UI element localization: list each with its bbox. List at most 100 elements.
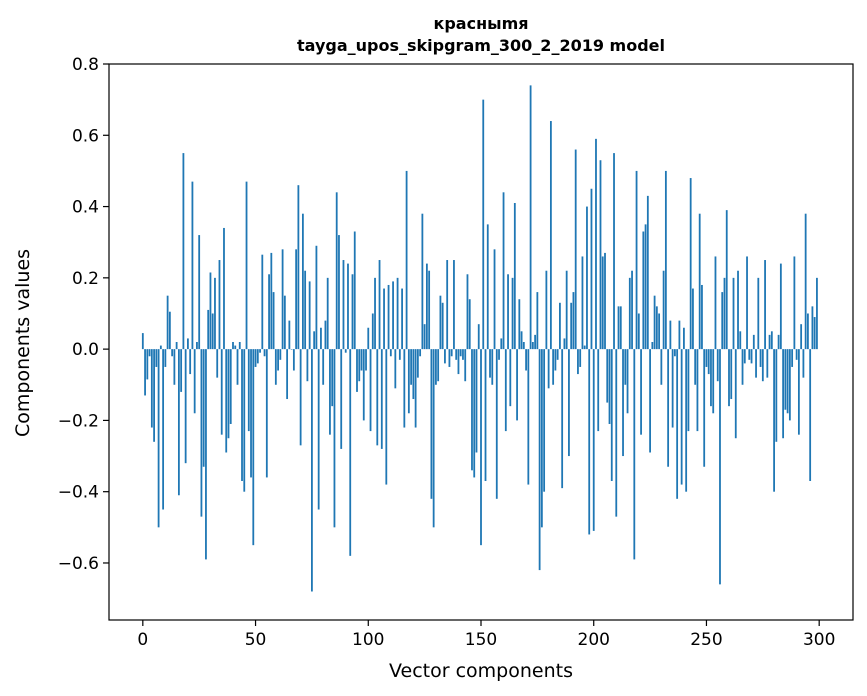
bar-157 bbox=[495, 349, 498, 499]
bar-194 bbox=[579, 349, 582, 367]
bar-122 bbox=[416, 349, 419, 378]
bar-40 bbox=[232, 342, 234, 350]
bar-252 bbox=[710, 349, 712, 407]
bar-134 bbox=[444, 349, 446, 364]
bar-119 bbox=[410, 349, 413, 385]
bar-132 bbox=[439, 295, 442, 350]
bar-74 bbox=[308, 281, 311, 350]
bar-91 bbox=[347, 263, 349, 350]
bar-287 bbox=[788, 349, 791, 421]
bar-25 bbox=[198, 235, 201, 350]
bar-9 bbox=[162, 349, 165, 510]
bar-73 bbox=[306, 349, 309, 382]
bar-188 bbox=[565, 270, 568, 350]
bar-41 bbox=[234, 345, 237, 350]
bar-185 bbox=[559, 302, 561, 350]
bar-173 bbox=[531, 342, 534, 350]
bar-59 bbox=[274, 349, 277, 385]
bar-46 bbox=[245, 181, 248, 350]
bar-272 bbox=[755, 349, 757, 378]
bar-78 bbox=[317, 349, 320, 510]
bar-54 bbox=[263, 349, 266, 357]
bar-237 bbox=[676, 349, 679, 499]
bar-47 bbox=[247, 349, 250, 432]
bar-71 bbox=[301, 213, 304, 350]
bar-10 bbox=[164, 349, 167, 367]
bar-192 bbox=[574, 149, 577, 350]
bar-261 bbox=[730, 349, 733, 400]
bar-207 bbox=[608, 349, 611, 424]
bar-14 bbox=[173, 349, 176, 385]
bar-234 bbox=[669, 320, 672, 350]
bar-79 bbox=[320, 327, 322, 350]
bar-259 bbox=[725, 210, 728, 350]
bar-87 bbox=[338, 235, 340, 350]
bar-178 bbox=[543, 349, 546, 492]
bar-6 bbox=[155, 349, 158, 367]
bar-197 bbox=[586, 206, 588, 350]
bar-133 bbox=[441, 302, 444, 350]
bar-141 bbox=[459, 349, 462, 357]
bar-263 bbox=[734, 349, 737, 439]
bar-130 bbox=[435, 349, 437, 385]
bar-43 bbox=[238, 342, 241, 350]
bar-84 bbox=[331, 349, 334, 407]
bar-199 bbox=[590, 188, 593, 350]
bar-98 bbox=[362, 349, 365, 421]
bar-138 bbox=[453, 260, 455, 350]
bar-21 bbox=[189, 349, 192, 375]
bar-181 bbox=[549, 121, 552, 350]
bar-30 bbox=[209, 272, 212, 350]
bar-293 bbox=[802, 349, 805, 378]
bar-37 bbox=[225, 349, 228, 453]
bar-44 bbox=[241, 349, 243, 481]
bar-229 bbox=[658, 313, 661, 350]
bar-231 bbox=[662, 270, 665, 350]
bar-196 bbox=[583, 345, 586, 350]
bar-145 bbox=[468, 299, 471, 350]
bar-215 bbox=[626, 349, 629, 414]
bar-63 bbox=[283, 295, 286, 350]
bar-112 bbox=[394, 349, 397, 389]
bar-118 bbox=[407, 349, 410, 414]
bar-77 bbox=[315, 245, 318, 350]
bar-50 bbox=[254, 349, 257, 367]
bar-33 bbox=[216, 349, 219, 378]
bar-186 bbox=[561, 349, 564, 489]
bar-278 bbox=[768, 334, 771, 350]
bar-3 bbox=[148, 349, 151, 357]
bar-183 bbox=[554, 349, 557, 371]
bar-187 bbox=[563, 338, 566, 350]
bar-286 bbox=[786, 349, 789, 414]
bar-168 bbox=[520, 331, 523, 350]
bar-156 bbox=[493, 249, 496, 350]
bar-114 bbox=[398, 349, 401, 360]
bar-176 bbox=[538, 349, 541, 571]
bar-219 bbox=[635, 170, 638, 350]
bar-127 bbox=[428, 270, 431, 350]
bar-143 bbox=[464, 349, 467, 382]
y-tick-label: 0.8 bbox=[72, 55, 99, 75]
bar-36 bbox=[223, 227, 225, 350]
bar-253 bbox=[712, 349, 715, 414]
bar-297 bbox=[811, 306, 814, 350]
bar-99 bbox=[365, 349, 367, 371]
bar-42 bbox=[236, 349, 239, 385]
x-tick-label: 100 bbox=[352, 630, 384, 650]
y-axis-label: Components values bbox=[12, 249, 34, 437]
bar-222 bbox=[642, 231, 645, 350]
bar-221 bbox=[640, 349, 642, 435]
bar-137 bbox=[450, 349, 453, 357]
x-tick-label: 250 bbox=[690, 630, 722, 650]
bar-189 bbox=[568, 349, 570, 457]
bar-49 bbox=[252, 349, 255, 546]
y-tick-label: 0.0 bbox=[72, 340, 99, 360]
bar-27 bbox=[202, 349, 205, 467]
bar-29 bbox=[207, 309, 210, 350]
bar-218 bbox=[633, 349, 636, 560]
bar-169 bbox=[522, 342, 525, 350]
bar-64 bbox=[286, 349, 289, 400]
bar-209 bbox=[613, 153, 615, 350]
bar-61 bbox=[279, 349, 282, 360]
bar-123 bbox=[419, 349, 422, 357]
